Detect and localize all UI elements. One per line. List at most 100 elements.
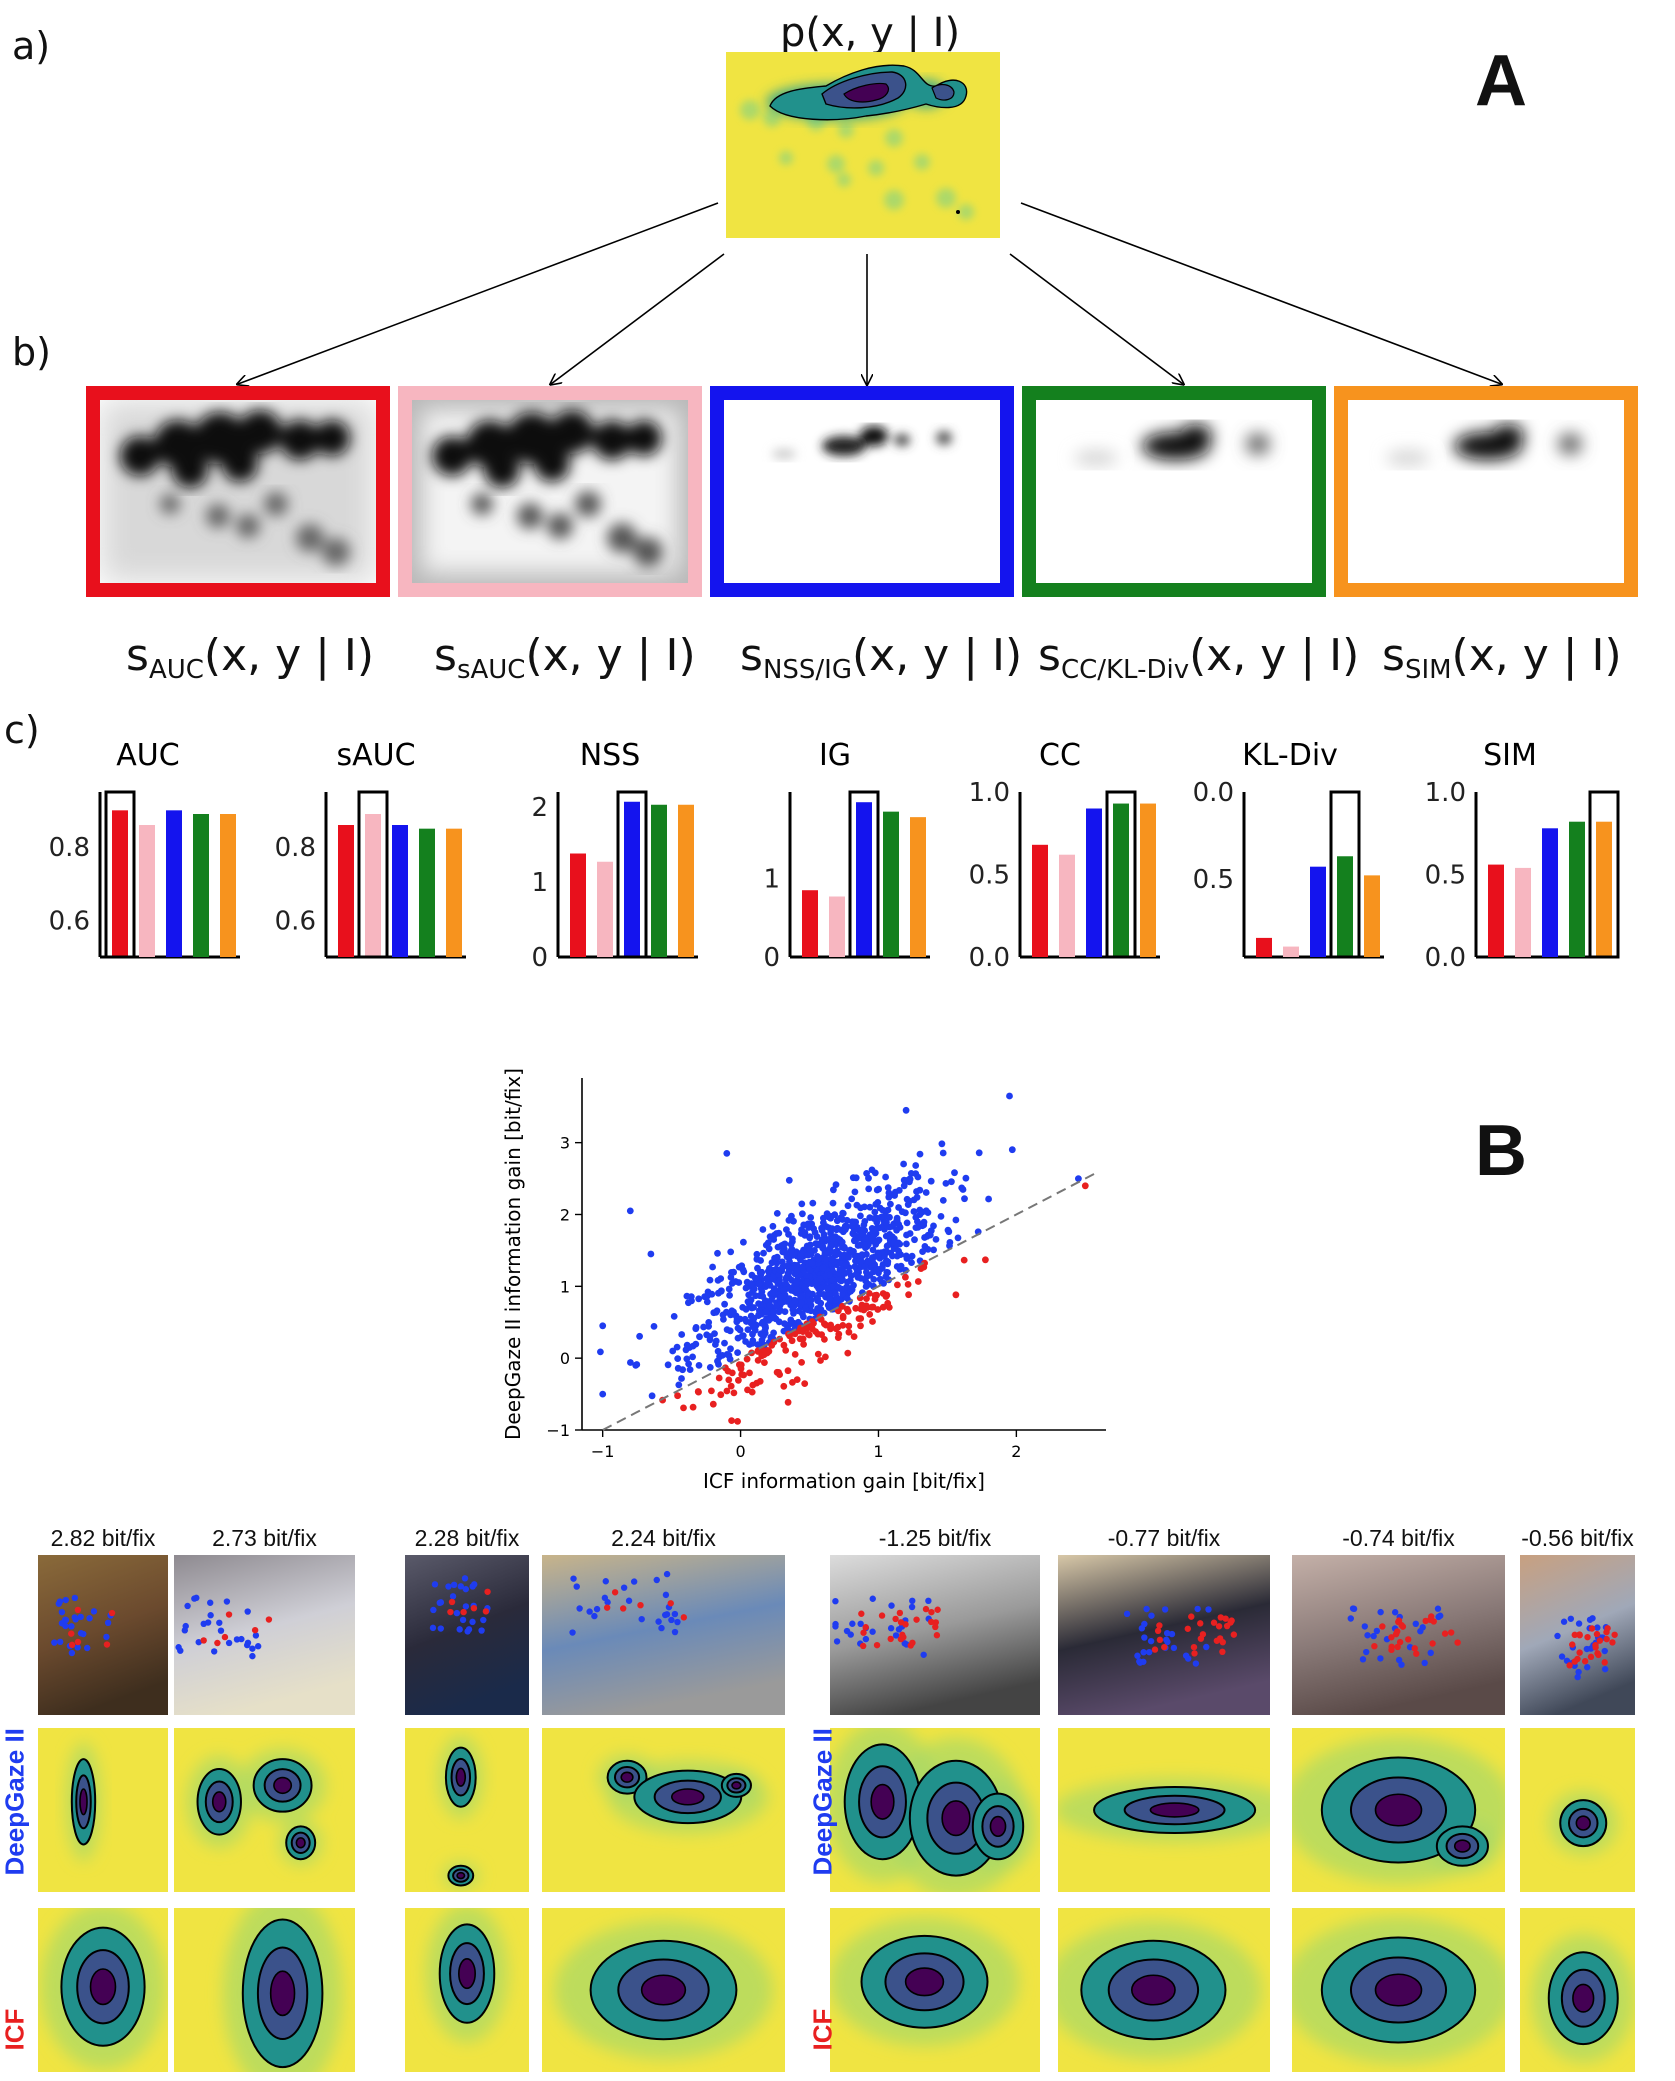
- scatter-point: [800, 1341, 807, 1348]
- scatter-point: [706, 1364, 714, 1371]
- map-contour-inner: [731, 1781, 742, 1790]
- scatter-plot: −1 0 1 2 −1 0 1 2 3 ICF information gain [bit/fix…: [501, 1068, 1106, 1493]
- y-tick-label: 0: [531, 943, 548, 973]
- icf-map: [174, 1908, 355, 2072]
- fixation-dot: [1363, 1648, 1370, 1656]
- map-contour-inner: [458, 1958, 476, 1990]
- x-tick-label: 2: [1011, 1442, 1021, 1461]
- fixation-dot: [68, 1623, 75, 1630]
- map-background: [38, 1728, 168, 1892]
- fixation-dot: [662, 1611, 669, 1619]
- fixation-dot: [1227, 1619, 1234, 1626]
- bar-chart-title: SIM: [1483, 738, 1537, 773]
- fixation-dot: [1441, 1630, 1449, 1637]
- scatter-point: [851, 1188, 859, 1196]
- formula-cc: sCC/KL-Div(x, y | I): [1038, 630, 1359, 685]
- fixation-dot: [847, 1631, 854, 1638]
- map-contour-inner: [79, 1788, 88, 1816]
- fixation-dot: [1554, 1632, 1561, 1640]
- fixation-dot: [103, 1641, 111, 1648]
- scatter-point: [782, 1347, 790, 1354]
- fixation-dot: [619, 1605, 627, 1612]
- y-tick-label: 0.0: [1193, 778, 1234, 808]
- scatter-point: [865, 1185, 873, 1193]
- fixation-dot: [177, 1647, 184, 1654]
- fixation-dot: [74, 1644, 81, 1651]
- fixation-dot: [1371, 1642, 1378, 1650]
- scatter-point: [945, 1228, 953, 1236]
- fixation-dot: [1398, 1622, 1405, 1629]
- scatter-point: [801, 1380, 809, 1387]
- example-caption: -1.25 bit/fix: [878, 1525, 992, 1551]
- scatter-point: [879, 1303, 887, 1311]
- scatter-point: [765, 1316, 773, 1324]
- scatter-point: [816, 1275, 824, 1283]
- scatter-point: [753, 1250, 761, 1258]
- scatter-point: [789, 1252, 797, 1259]
- x-tick-label: −1: [591, 1442, 615, 1461]
- scatter-point: [797, 1230, 805, 1237]
- scatter-point: [670, 1313, 678, 1320]
- scatter-point: [627, 1359, 634, 1366]
- fixation-dot: [1361, 1623, 1369, 1630]
- icf-map: [1292, 1908, 1505, 2072]
- scatter-point: [834, 1334, 842, 1341]
- scatter-point: [887, 1200, 894, 1208]
- scatter-point: [882, 1173, 889, 1181]
- fixation-dot: [1575, 1620, 1583, 1627]
- map-contour-inner: [1374, 1973, 1423, 2007]
- fixation-dot: [832, 1597, 839, 1605]
- fixation-dot: [56, 1598, 64, 1605]
- bar-auc: [802, 890, 818, 957]
- scatter-point: [726, 1327, 734, 1335]
- fixation-dot: [1370, 1632, 1377, 1640]
- map-contour-inner: [1575, 1815, 1591, 1831]
- scatter-point: [860, 1221, 868, 1229]
- scatter-point: [951, 1169, 958, 1177]
- deepgaze-map: [542, 1728, 785, 1892]
- fixation-dot: [1447, 1629, 1455, 1636]
- scatter-point: [902, 1252, 910, 1260]
- scatter-point: [865, 1174, 872, 1182]
- fixation-dot: [244, 1608, 251, 1615]
- bar-sauc: [597, 861, 613, 957]
- scatter-point: [921, 1259, 928, 1267]
- scatter-point: [822, 1353, 829, 1361]
- scatter-point: [903, 1240, 910, 1248]
- fixation-dot: [1603, 1635, 1610, 1643]
- photo-background: [38, 1555, 168, 1715]
- scatter-point: [774, 1243, 782, 1251]
- fixation-dot: [482, 1608, 490, 1615]
- fixation-dot: [892, 1615, 899, 1623]
- bar-sim: [446, 828, 462, 957]
- fixation-dot: [77, 1613, 84, 1621]
- fixation-dot: [832, 1623, 839, 1630]
- scatter-point: [766, 1301, 774, 1309]
- scatter-point: [808, 1259, 816, 1267]
- scatter-point: [863, 1268, 870, 1276]
- y-tick-label: 0: [560, 1349, 570, 1368]
- fixation-dot: [1188, 1613, 1195, 1620]
- scatter-point: [872, 1200, 880, 1208]
- fixation-dot: [1182, 1652, 1190, 1659]
- fixation-dot: [1222, 1615, 1229, 1622]
- map-contour-inner: [455, 1767, 467, 1787]
- formula-subscript: sAUC: [456, 655, 526, 685]
- fixation-dot: [214, 1639, 221, 1647]
- fixation-dot: [484, 1588, 491, 1595]
- fixation-dot: [1609, 1639, 1616, 1646]
- bar-auc: [1488, 864, 1504, 957]
- scatter-point: [725, 1285, 733, 1293]
- scatter-point: [686, 1366, 694, 1373]
- scatter-point: [737, 1365, 745, 1373]
- fixation-dot: [1560, 1618, 1568, 1625]
- fixation-dot: [1347, 1615, 1354, 1622]
- scatter-point: [891, 1192, 898, 1199]
- fixation-dot: [630, 1578, 638, 1585]
- fixation-dot: [896, 1609, 904, 1617]
- scatter-point: [845, 1322, 853, 1330]
- scatter-point: [798, 1299, 805, 1307]
- fixation-dot: [1435, 1613, 1442, 1621]
- scatter-point: [961, 1195, 968, 1203]
- scatter-point: [770, 1308, 777, 1316]
